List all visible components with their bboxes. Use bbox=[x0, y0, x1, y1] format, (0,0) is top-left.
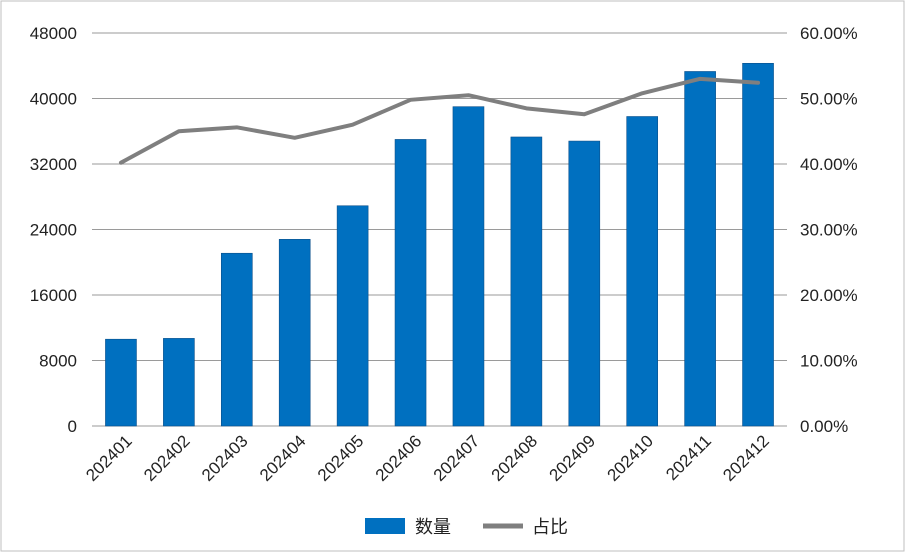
line-point bbox=[178, 130, 180, 132]
bar bbox=[626, 116, 659, 427]
bar-series-group bbox=[105, 62, 774, 427]
y-right-tick-label: 50.00% bbox=[800, 90, 858, 109]
right-axis-ticks: 0.00% 10.00% 20.00% 30.00% 40.00% 50.00% 60.00… bbox=[800, 24, 858, 436]
line-point bbox=[352, 124, 354, 126]
y-left-tick-label: 16000 bbox=[30, 286, 77, 305]
bar bbox=[336, 205, 369, 427]
line-point bbox=[525, 107, 527, 109]
bar bbox=[220, 252, 253, 427]
bar bbox=[278, 239, 311, 427]
line-series bbox=[118, 76, 761, 165]
line-point bbox=[699, 78, 701, 80]
y-right-tick-label: 10.00% bbox=[800, 352, 858, 371]
y-right-tick-label: 30.00% bbox=[800, 221, 858, 240]
y-left-tick-label: 32000 bbox=[30, 155, 77, 174]
y-left-tick-label: 40000 bbox=[30, 90, 77, 109]
bar bbox=[684, 71, 716, 427]
bar bbox=[105, 338, 137, 427]
line-point bbox=[583, 113, 585, 115]
y-left-tick-label: 48000 bbox=[30, 24, 77, 43]
bar bbox=[510, 136, 543, 427]
y-right-tick-label: 0.00% bbox=[800, 417, 848, 436]
y-left-tick-label: 8000 bbox=[39, 352, 77, 371]
y-right-tick-label: 40.00% bbox=[800, 155, 858, 174]
bar bbox=[163, 338, 195, 427]
bar bbox=[394, 139, 427, 427]
line-point bbox=[294, 137, 296, 139]
y-right-tick-label: 60.00% bbox=[800, 24, 858, 43]
line-point bbox=[120, 162, 122, 164]
left-axis-ticks: 0 8000 16000 24000 32000 40000 48000 bbox=[30, 24, 77, 436]
line-series-group bbox=[118, 76, 761, 165]
bar bbox=[568, 140, 601, 427]
line-point bbox=[757, 82, 759, 84]
legend: 数量 占比 bbox=[365, 517, 568, 537]
bar bbox=[452, 106, 485, 427]
legend-label-bar: 数量 bbox=[415, 517, 451, 537]
line-point bbox=[410, 99, 412, 101]
y-left-tick-label: 0 bbox=[68, 417, 77, 436]
line-point bbox=[641, 92, 643, 94]
legend-label-line: 占比 bbox=[532, 517, 568, 537]
y-right-tick-label: 20.00% bbox=[800, 286, 858, 305]
bar bbox=[742, 62, 774, 427]
line-point bbox=[467, 94, 469, 96]
legend-swatch-bar bbox=[365, 518, 405, 534]
line-point bbox=[236, 126, 238, 128]
y-left-tick-label: 24000 bbox=[30, 221, 77, 240]
